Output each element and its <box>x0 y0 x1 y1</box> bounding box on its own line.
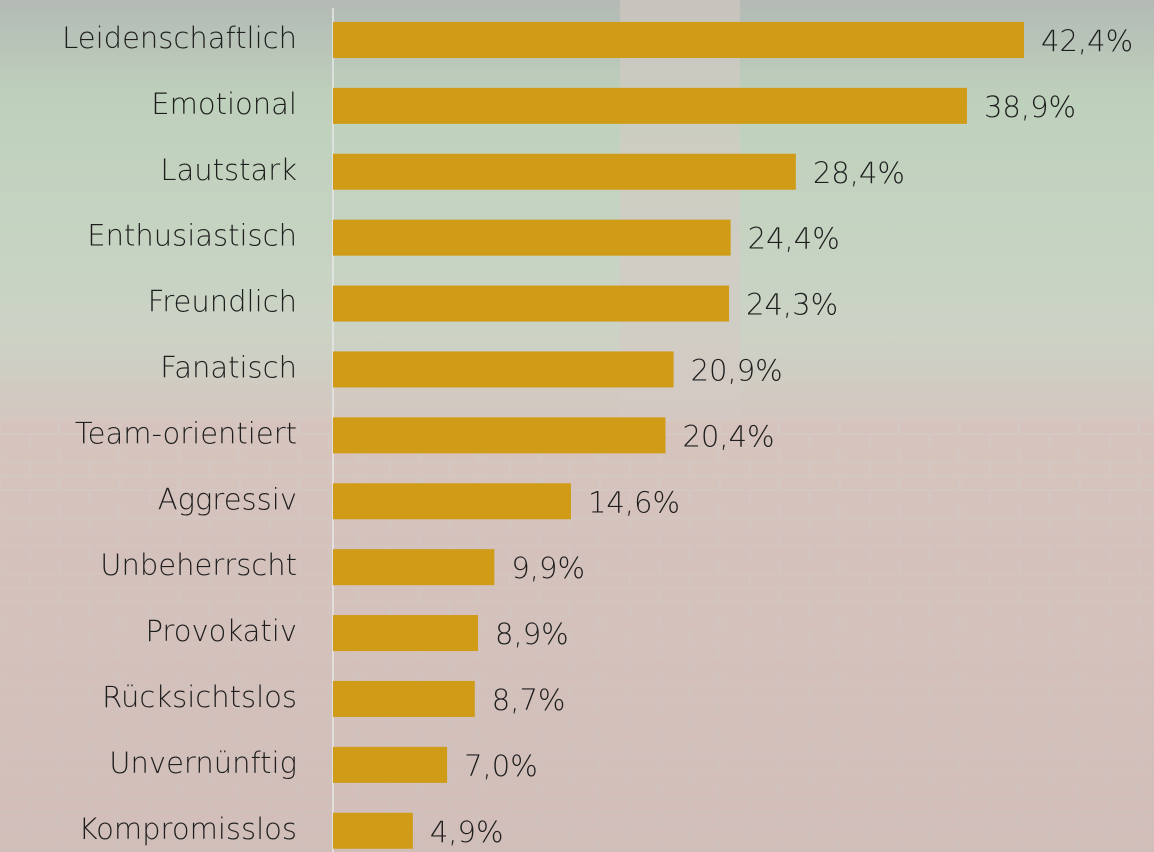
bar <box>333 680 475 717</box>
value-label: 4,9% <box>430 815 504 849</box>
value-label: 42,4% <box>1041 24 1133 58</box>
value-label: 28,4% <box>813 156 905 190</box>
value-label: 8,9% <box>495 617 569 651</box>
bar <box>333 812 413 849</box>
category-label: Emotional <box>151 87 297 121</box>
bar <box>333 615 479 652</box>
value-label: 24,3% <box>746 288 838 322</box>
bar <box>333 285 730 322</box>
bar <box>333 417 666 454</box>
value-label: 7,0% <box>464 749 538 783</box>
value-label: 20,4% <box>682 419 774 453</box>
category-label: Lautstark <box>160 153 297 187</box>
bar <box>333 746 448 783</box>
category-label: Fanatisch <box>160 350 297 384</box>
bar <box>333 219 731 256</box>
bar <box>333 87 967 124</box>
value-label: 9,9% <box>511 551 585 585</box>
value-label: 24,4% <box>748 222 840 256</box>
category-label: Unbeherrscht <box>100 548 297 582</box>
bar <box>333 549 495 586</box>
bar <box>333 351 674 388</box>
category-label: Team-orientiert <box>75 416 297 450</box>
bar <box>333 483 571 520</box>
category-label: Enthusiastisch <box>87 219 297 253</box>
category-label: Provokativ <box>145 614 297 648</box>
value-label: 20,9% <box>691 353 783 387</box>
category-label: Freundlich <box>148 285 297 319</box>
background-texture <box>0 420 1154 852</box>
value-label: 8,7% <box>492 683 566 717</box>
category-label: Unvernünftig <box>109 746 297 780</box>
category-label: Leidenschaftlich <box>62 21 297 55</box>
background-pillar <box>620 0 740 420</box>
value-label: 14,6% <box>588 485 680 519</box>
category-label: Aggressiv <box>158 482 297 516</box>
category-label: Kompromisslos <box>79 812 297 846</box>
bar <box>333 153 796 190</box>
category-label: Rücksichtslos <box>102 680 297 714</box>
bar <box>333 21 1024 58</box>
value-label: 38,9% <box>984 90 1076 124</box>
